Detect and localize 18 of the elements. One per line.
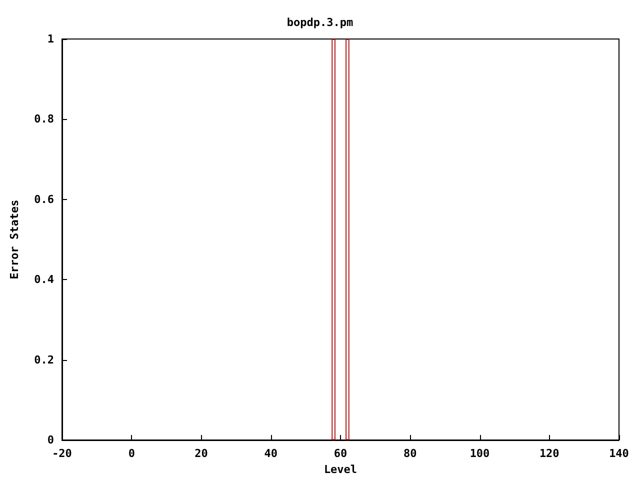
x-tick-label: -20 bbox=[52, 447, 72, 460]
y-tick-label: 0 bbox=[47, 434, 54, 446]
y-tick-label: 0.2 bbox=[34, 353, 54, 366]
x-tick-label: 60 bbox=[334, 447, 348, 460]
x-tick-label: 140 bbox=[609, 447, 629, 460]
chart-title: bopdp.3.pm bbox=[286, 16, 354, 29]
x-tick-label: 80 bbox=[404, 447, 417, 460]
y-tick-label: 0.8 bbox=[34, 112, 54, 126]
y-tick-label: 1 bbox=[47, 32, 54, 46]
x-tick-label: 20 bbox=[194, 447, 208, 460]
x-tick-label: 120 bbox=[539, 447, 560, 460]
x-axis-title: Level bbox=[324, 463, 358, 476]
y-tick-label: 0.4 bbox=[34, 273, 54, 286]
y-axis-title: Error States bbox=[8, 200, 21, 280]
y-tick-label: 0.6 bbox=[34, 192, 54, 206]
x-tick-label: 100 bbox=[470, 447, 490, 460]
x-tick-label: 0 bbox=[128, 447, 135, 460]
x-tick-label: 40 bbox=[264, 447, 278, 460]
